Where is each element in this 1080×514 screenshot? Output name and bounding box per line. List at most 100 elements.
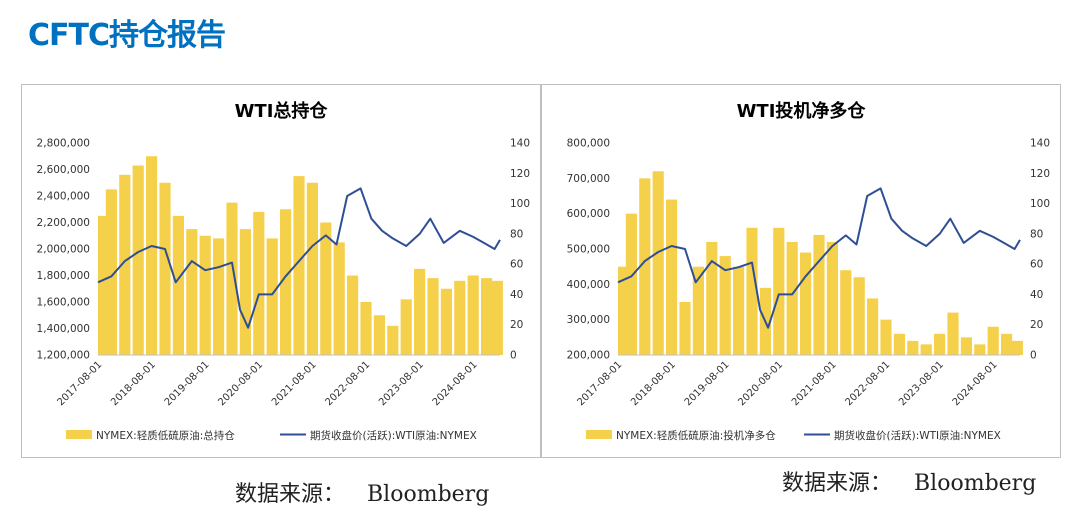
bar [652,171,664,355]
bar [467,275,479,355]
bar [719,256,731,355]
bar [427,278,439,355]
bar [146,156,158,355]
bar [733,266,745,355]
source-note-left: 数据来源： Bloomberg [235,476,489,508]
y-right-tick-label: 0 [1030,350,1037,362]
bar [347,275,359,355]
x-tick-label: 2019-08-01 [683,359,732,408]
bar [773,227,785,355]
x-tick-label: 2024-08-01 [951,359,1000,408]
chart-title: WTI总持仓 [235,100,329,122]
bar [491,280,503,355]
y-left-tick-label: 700,000 [567,173,610,185]
y-right-tick-label: 140 [1030,138,1050,150]
x-tick-label: 2023-08-01 [897,359,946,408]
y-left-tick-label: 800,000 [567,138,610,150]
y-right-tick-label: 60 [1030,259,1043,271]
bar [360,302,372,355]
bar [1011,340,1023,355]
bar [907,340,919,355]
x-tick-label: 2021-08-01 [270,359,319,408]
bar [880,319,892,355]
bar [186,229,198,355]
y-right-tick-label: 120 [1030,168,1050,180]
bar [481,278,493,355]
bar [679,302,691,355]
bar [853,277,865,355]
bar [333,242,345,355]
y-left-tick-label: 2,000,000 [37,244,90,256]
source-value: Bloomberg [367,482,490,507]
bar [934,333,946,355]
chart-panel-net-long: WTI投机净多仓 200,000 300,000 400,000 500,000 600,… [541,84,1061,458]
legend-line-label: 期货收盘价(活跃):WTI原油:NYMEX [834,429,1001,442]
bar [639,178,651,355]
y-left-tick-label: 400,000 [567,279,610,291]
bar [987,326,999,355]
x-tick-label: 2021-08-01 [790,359,839,408]
y-right-tick-label: 20 [510,319,523,331]
y-left-tick-label: 1,400,000 [37,323,90,335]
legend-bar-swatch [586,430,612,439]
y-left-tick-label: 2,800,000 [37,138,90,150]
y-left-tick-label: 2,200,000 [37,217,90,229]
y-left-tick-label: 500,000 [567,244,610,256]
bar [159,182,171,355]
bar [172,215,184,355]
bar [1001,333,1013,355]
bar [692,266,704,355]
bar [414,268,426,355]
source-value: Bloomberg [914,471,1037,496]
bar [746,227,758,355]
chart-title: WTI投机净多仓 [737,100,867,122]
x-tick-label: 2017-08-01 [56,359,105,408]
bar [199,235,211,355]
x-tick-label: 2018-08-01 [629,359,678,408]
bar [280,209,292,355]
y-left-tick-label: 600,000 [567,208,610,220]
x-tick-label: 2022-08-01 [844,359,893,408]
y-left-tick-label: 1,200,000 [37,350,90,362]
bar [239,229,251,355]
bar [213,238,225,355]
bar [706,241,718,355]
bar [786,241,798,355]
bar [618,266,630,355]
x-tick-label: 2019-08-01 [163,359,212,408]
y-right-tick-label: 0 [510,350,517,362]
x-tick-label: 2018-08-01 [109,359,158,408]
price-line [97,187,501,329]
bar [454,280,466,355]
bar [266,238,278,355]
page-title: CFTC持仓报告 [28,18,226,53]
bar [840,270,852,355]
bar [800,252,812,355]
bar [893,333,905,355]
y-right-tick-label: 80 [1030,228,1043,240]
bar [226,202,238,355]
bar [306,182,318,355]
y-right-tick-label: 60 [510,259,523,271]
bar [947,312,959,355]
y-left-tick-label: 2,600,000 [37,164,90,176]
bar [98,215,110,355]
bar [400,299,412,355]
y-left-tick-label: 2,400,000 [37,191,90,203]
bar [119,174,131,355]
bar [867,298,879,355]
bar [293,176,305,355]
y-left-tick-label: 1,800,000 [37,270,90,282]
y-left-tick-label: 200,000 [567,350,610,362]
x-tick-label: 2017-08-01 [576,359,625,408]
bar [105,189,117,355]
x-tick-label: 2020-08-01 [736,359,785,408]
chart-net-long: WTI投机净多仓 200,000 300,000 400,000 500,000 600,… [567,100,1050,442]
y-right-tick-label: 100 [1030,198,1050,210]
bar [387,325,399,355]
price-line [617,187,1021,329]
bar [826,241,838,355]
bar [132,165,144,355]
bar [974,344,986,355]
y-left-tick-label: 1,600,000 [37,297,90,309]
